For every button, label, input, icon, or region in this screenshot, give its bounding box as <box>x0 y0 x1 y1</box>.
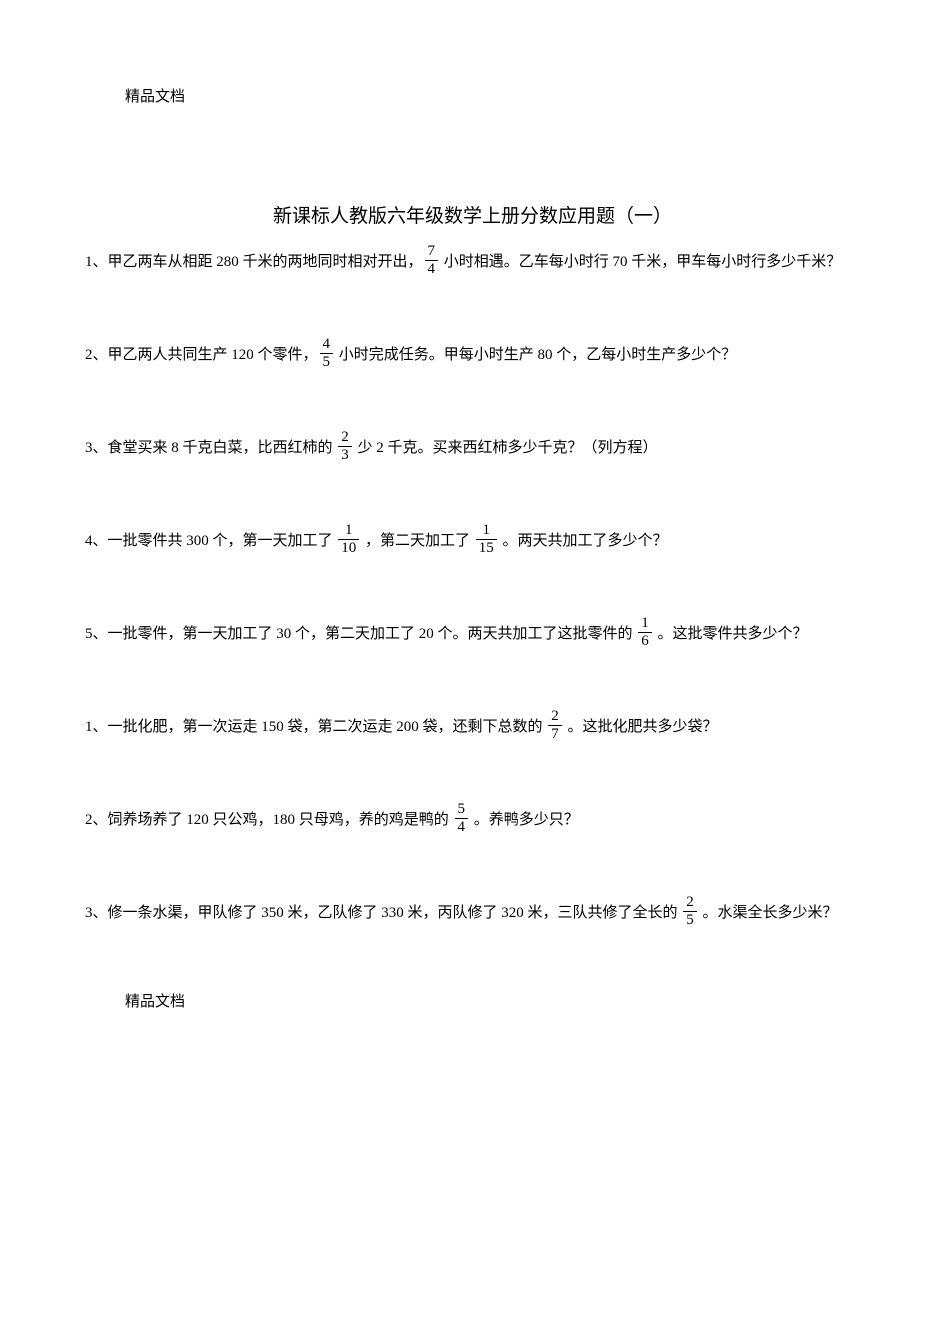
fraction: 74 <box>425 244 439 277</box>
denominator: 5 <box>320 354 334 370</box>
denominator: 6 <box>638 633 652 649</box>
question-8: 3、修一条水渠，甲队修了 350 米，乙队修了 330 米，丙队修了 320 米… <box>85 897 860 930</box>
question-text-post: 。水渠全长多少米？ <box>699 905 838 921</box>
question-text-post: 。养鸭多少只？ <box>470 812 579 828</box>
question-text-mid: ，第二天加工了 <box>361 533 474 549</box>
question-text-pre: 甲乙两人共同生产 120 个零件， <box>108 347 318 363</box>
question-3: 3、食堂买来 8 千克白菜，比西红柿的 23 少 2 千克。买来西红柿多少千克？… <box>85 432 860 465</box>
question-text-post: 。这批化肥共多少袋？ <box>564 719 718 735</box>
question-6: 1、一批化肥，第一次运走 150 袋，第二次运走 200 袋，还剩下总数的 27… <box>85 711 860 744</box>
fraction: 110 <box>338 523 359 556</box>
footer-watermark: 精品文档 <box>125 990 860 1011</box>
question-2: 2、甲乙两人共同生产 120 个零件，45 小时完成任务。甲每小时生产 80 个… <box>85 339 860 372</box>
question-text-pre: 一批零件共 300 个，第一天加工了 <box>108 533 337 549</box>
numerator: 7 <box>425 244 439 261</box>
numerator: 1 <box>476 523 497 540</box>
question-text-post: 少 2 千克。买来西红柿多少千克？（列方程） <box>354 440 658 456</box>
question-text-pre: 甲乙两车从相距 280 千米的两地同时相对开出， <box>108 254 423 270</box>
question-number: 1 <box>85 719 93 735</box>
numerator: 1 <box>638 616 652 633</box>
fraction: 25 <box>683 895 697 928</box>
denominator: 3 <box>338 447 352 463</box>
question-7: 2、饲养场养了 120 只公鸡，180 只母鸡，养的鸡是鸭的 54 。养鸭多少只… <box>85 804 860 837</box>
question-number: 1 <box>85 254 93 270</box>
fraction: 16 <box>638 616 652 649</box>
numerator: 1 <box>338 523 359 540</box>
question-text-post: 小时相遇。乙车每小时行 70 千米，甲车每小时行多少千米？ <box>440 254 841 270</box>
question-text-post: 。两天共加工了多少个？ <box>499 533 668 549</box>
denominator: 5 <box>683 912 697 928</box>
denominator: 4 <box>455 819 469 835</box>
question-text-post: 小时完成任务。甲每小时生产 80 个，乙每小时生产多少个？ <box>335 347 736 363</box>
document-title: 新课标人教版六年级数学上册分数应用题（一） <box>85 201 860 228</box>
question-number: 3 <box>85 905 93 921</box>
fraction: 45 <box>320 337 334 370</box>
question-text-pre: 修一条水渠，甲队修了 350 米，乙队修了 330 米，丙队修了 320 米，三… <box>108 905 682 921</box>
document-page: 精品文档 新课标人教版六年级数学上册分数应用题（一） 1、甲乙两车从相距 280… <box>0 0 945 1071</box>
question-number: 5 <box>85 626 93 642</box>
question-number: 3 <box>85 440 93 456</box>
denominator: 4 <box>425 261 439 277</box>
numerator: 4 <box>320 337 334 354</box>
numerator: 2 <box>338 430 352 447</box>
numerator: 2 <box>548 709 562 726</box>
header-watermark: 精品文档 <box>125 85 860 106</box>
question-text-pre: 一批化肥，第一次运走 150 袋，第二次运走 200 袋，还剩下总数的 <box>108 719 547 735</box>
question-text-pre: 饲养场养了 120 只公鸡，180 只母鸡，养的鸡是鸭的 <box>108 812 453 828</box>
denominator: 10 <box>338 540 359 556</box>
question-text-pre: 一批零件，第一天加工了 30 个，第二天加工了 20 个。两天共加工了这批零件的 <box>108 626 637 642</box>
fraction: 54 <box>455 802 469 835</box>
numerator: 2 <box>683 895 697 912</box>
question-number: 2 <box>85 347 93 363</box>
question-text-pre: 食堂买来 8 千克白菜，比西红柿的 <box>108 440 337 456</box>
question-4: 4、一批零件共 300 个，第一天加工了 110 ，第二天加工了 115 。两天… <box>85 525 860 558</box>
question-number: 2 <box>85 812 93 828</box>
fraction: 23 <box>338 430 352 463</box>
denominator: 7 <box>548 726 562 742</box>
question-1: 1、甲乙两车从相距 280 千米的两地同时相对开出，74 小时相遇。乙车每小时行… <box>85 246 860 279</box>
question-text-post: 。这批零件共多少个？ <box>654 626 808 642</box>
numerator: 5 <box>455 802 469 819</box>
fraction: 115 <box>476 523 497 556</box>
question-5: 5、一批零件，第一天加工了 30 个，第二天加工了 20 个。两天共加工了这批零… <box>85 618 860 651</box>
fraction: 27 <box>548 709 562 742</box>
denominator: 15 <box>476 540 497 556</box>
question-number: 4 <box>85 533 93 549</box>
